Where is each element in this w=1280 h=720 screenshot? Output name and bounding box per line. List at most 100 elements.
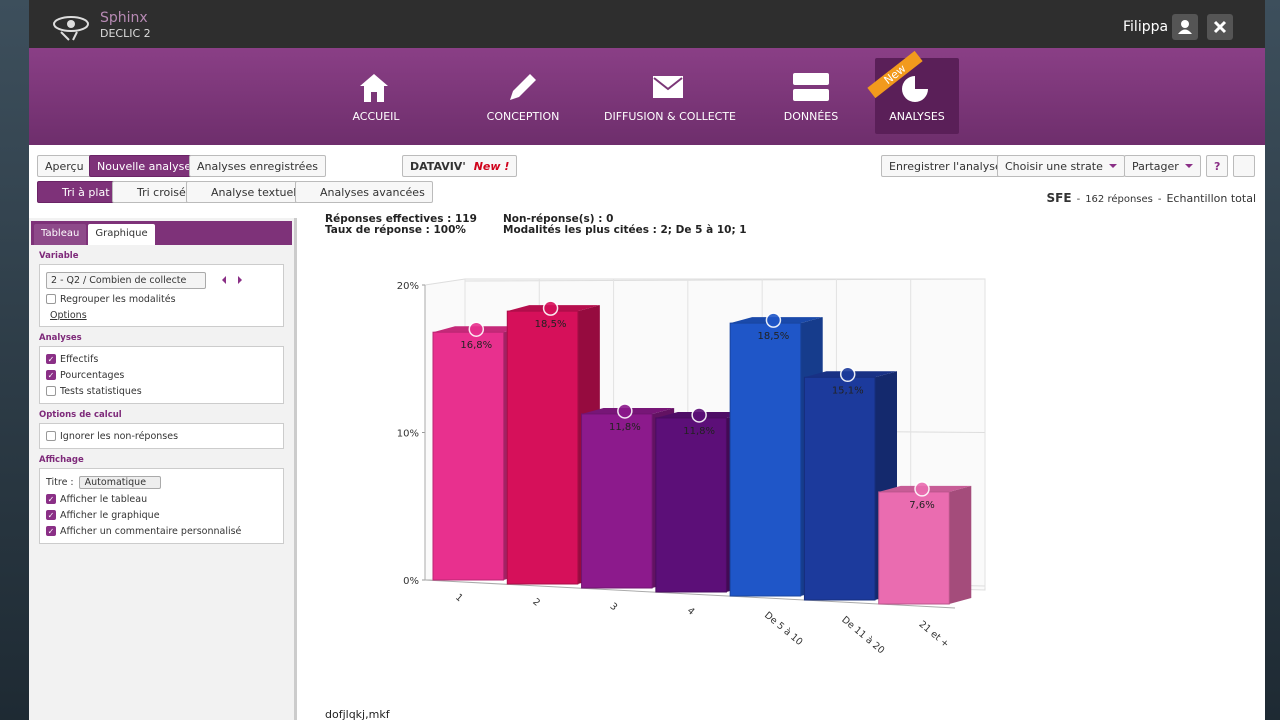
- nav-icon: [902, 76, 928, 102]
- nav-label: ACCUEIL: [352, 110, 400, 123]
- checkbox-row[interactable]: ✓ Afficher le graphique: [46, 507, 277, 523]
- checkbox[interactable]: ✓: [46, 370, 56, 380]
- value-label: 15,1%: [832, 385, 864, 396]
- analysis-tab[interactable]: Tri croisé: [112, 181, 194, 203]
- status-survey: SFE: [1046, 191, 1072, 205]
- sidebar-tab[interactable]: Graphique: [88, 224, 155, 245]
- status-separator: -: [1076, 194, 1081, 205]
- summary-line: Non-réponse(s) : 0: [503, 213, 614, 225]
- prev-arrow[interactable]: [218, 276, 226, 284]
- checkbox[interactable]: [46, 431, 56, 441]
- y-tick-label: 10%: [397, 429, 419, 440]
- nav-item[interactable]: ANALYSES New: [867, 50, 959, 134]
- bar-side: [949, 485, 972, 604]
- checkbox-row[interactable]: ✓ Effectifs: [46, 351, 277, 367]
- checkbox[interactable]: ✓: [46, 354, 56, 364]
- user-button[interactable]: [1172, 14, 1198, 40]
- bar-marker: [765, 312, 782, 328]
- checkbox-label: Regrouper les modalités: [60, 293, 176, 305]
- y-tick-label: 0%: [403, 576, 419, 587]
- nav-item[interactable]: DONNÉES: [769, 58, 853, 134]
- analysis-tab[interactable]: Analyses avancées: [295, 181, 433, 203]
- section-title: Analyses: [39, 333, 82, 343]
- expand-button[interactable]: [1233, 155, 1255, 177]
- bar-marker: [914, 481, 930, 497]
- nav-item[interactable]: ACCUEIL: [334, 58, 418, 134]
- checkbox-row[interactable]: ✓ Afficher un commentaire personnalisé: [46, 523, 277, 539]
- toolbar-button[interactable]: Enregistrer l'analyse: [881, 155, 1010, 177]
- nav-icon: [793, 73, 829, 101]
- options-link[interactable]: Options: [50, 310, 87, 321]
- section-title: Affichage: [39, 455, 84, 465]
- checkbox-row[interactable]: Ignorer les non-réponses: [46, 428, 277, 444]
- x-tick-label: 2: [530, 596, 542, 608]
- checkbox-label: Afficher le graphique: [60, 509, 160, 521]
- variable-select[interactable]: 2 - Q2 / Combien de collecte: [46, 271, 206, 289]
- product: DECLIC 2: [100, 27, 151, 40]
- nav-icon: [510, 74, 536, 100]
- bar: [655, 417, 727, 593]
- content: 0% 10% 20% 16,8% 1 18,5% 2 11,8% 3 11,8% 4 18,5% De …: [300, 213, 1265, 720]
- nav-item[interactable]: CONCEPTION: [481, 58, 565, 134]
- toolbar-button-label: ?: [1214, 160, 1221, 173]
- x-tick-label: De 11 à 20: [839, 614, 886, 656]
- summary-line: Taux de réponse : 100%: [325, 224, 466, 236]
- user-name[interactable]: Filippa: [1123, 19, 1169, 35]
- checkbox-row[interactable]: Tests statistiques: [46, 383, 277, 399]
- field-select[interactable]: Automatique: [78, 475, 162, 489]
- x-tick-label: 21 et +: [917, 619, 951, 650]
- checkbox-label: Effectifs: [60, 353, 99, 365]
- checkbox-label: Afficher un commentaire personnalisé: [60, 525, 242, 537]
- sidebar-tabs: Tableau Graphique: [31, 221, 292, 245]
- analysis-tab[interactable]: Tri à plat: [37, 181, 118, 203]
- field-row: Titre : Automatique: [46, 473, 277, 491]
- x-axis: [424, 579, 956, 609]
- toolbar-button[interactable]: ?: [1206, 155, 1229, 177]
- toolbar-button[interactable]: Aperçu: [37, 155, 92, 177]
- toolbar-button-label: Enregistrer l'analyse: [889, 160, 1002, 173]
- grid-line: [464, 278, 986, 282]
- main-nav: ACCUEIL CONCEPTION DIFFUSION & COLLECTE DON…: [29, 48, 1265, 145]
- checkbox[interactable]: ✓: [46, 494, 56, 504]
- analysis-tab[interactable]: Analyse textuelle: [186, 181, 315, 203]
- toolbar-button[interactable]: Partager: [1124, 155, 1201, 177]
- sidebar-tab[interactable]: Tableau: [34, 224, 87, 245]
- section-title: Variable: [39, 251, 79, 261]
- toolbar-button[interactable]: Choisir une strate: [997, 155, 1125, 177]
- x-tick-label: 1: [453, 592, 465, 604]
- y-tick-label: 20%: [397, 281, 419, 292]
- checkbox-label: Pourcentages: [60, 369, 125, 381]
- next-arrow[interactable]: [238, 276, 246, 284]
- dropdown-caret: [1108, 164, 1117, 172]
- dropdown-caret: [1184, 164, 1193, 172]
- checkbox-row[interactable]: Regrouper les modalités: [46, 291, 277, 307]
- nav-icon: [360, 74, 388, 102]
- x-tick-label: 4: [685, 605, 697, 617]
- toolbar-button[interactable]: Analyses enregistrées: [189, 155, 326, 177]
- nav-item[interactable]: DIFFUSION & COLLECTE: [600, 58, 740, 134]
- x-tick-label: De 5 à 10: [762, 610, 804, 648]
- section-box: 2 - Q2 / Combien de collecte Regrouper le…: [39, 264, 284, 327]
- checkbox-row[interactable]: ✓ Afficher le tableau: [46, 491, 277, 507]
- bar: [878, 491, 950, 605]
- checkbox-label: Afficher le tableau: [60, 493, 148, 505]
- bar: [506, 310, 579, 585]
- value-label: 16,8%: [460, 340, 492, 351]
- bar-marker: [468, 321, 485, 337]
- section-box: ✓ Effectifs ✓ Pourcentages Tests statistique…: [39, 346, 284, 404]
- dataviv-button[interactable]: DATAVIV' New !: [402, 155, 518, 177]
- status-separator: -: [1157, 194, 1162, 205]
- checkbox-label: Ignorer les non-réponses: [60, 430, 179, 442]
- close-button[interactable]: [1207, 14, 1233, 40]
- toolbar-button[interactable]: Nouvelle analyse: [89, 155, 200, 177]
- section-title: Options de calcul: [39, 410, 122, 420]
- checkbox[interactable]: ✓: [46, 510, 56, 520]
- value-label: 18,5%: [535, 319, 567, 330]
- toolbar-button-label: Partager: [1132, 160, 1179, 173]
- checkbox[interactable]: [46, 294, 56, 304]
- checkbox[interactable]: [46, 386, 56, 396]
- nav-label: CONCEPTION: [486, 110, 560, 123]
- checkbox-row[interactable]: ✓ Pourcentages: [46, 367, 277, 383]
- summary-line: Modalités les plus citées : 2; De 5 à 10…: [503, 224, 747, 236]
- checkbox[interactable]: ✓: [46, 526, 56, 536]
